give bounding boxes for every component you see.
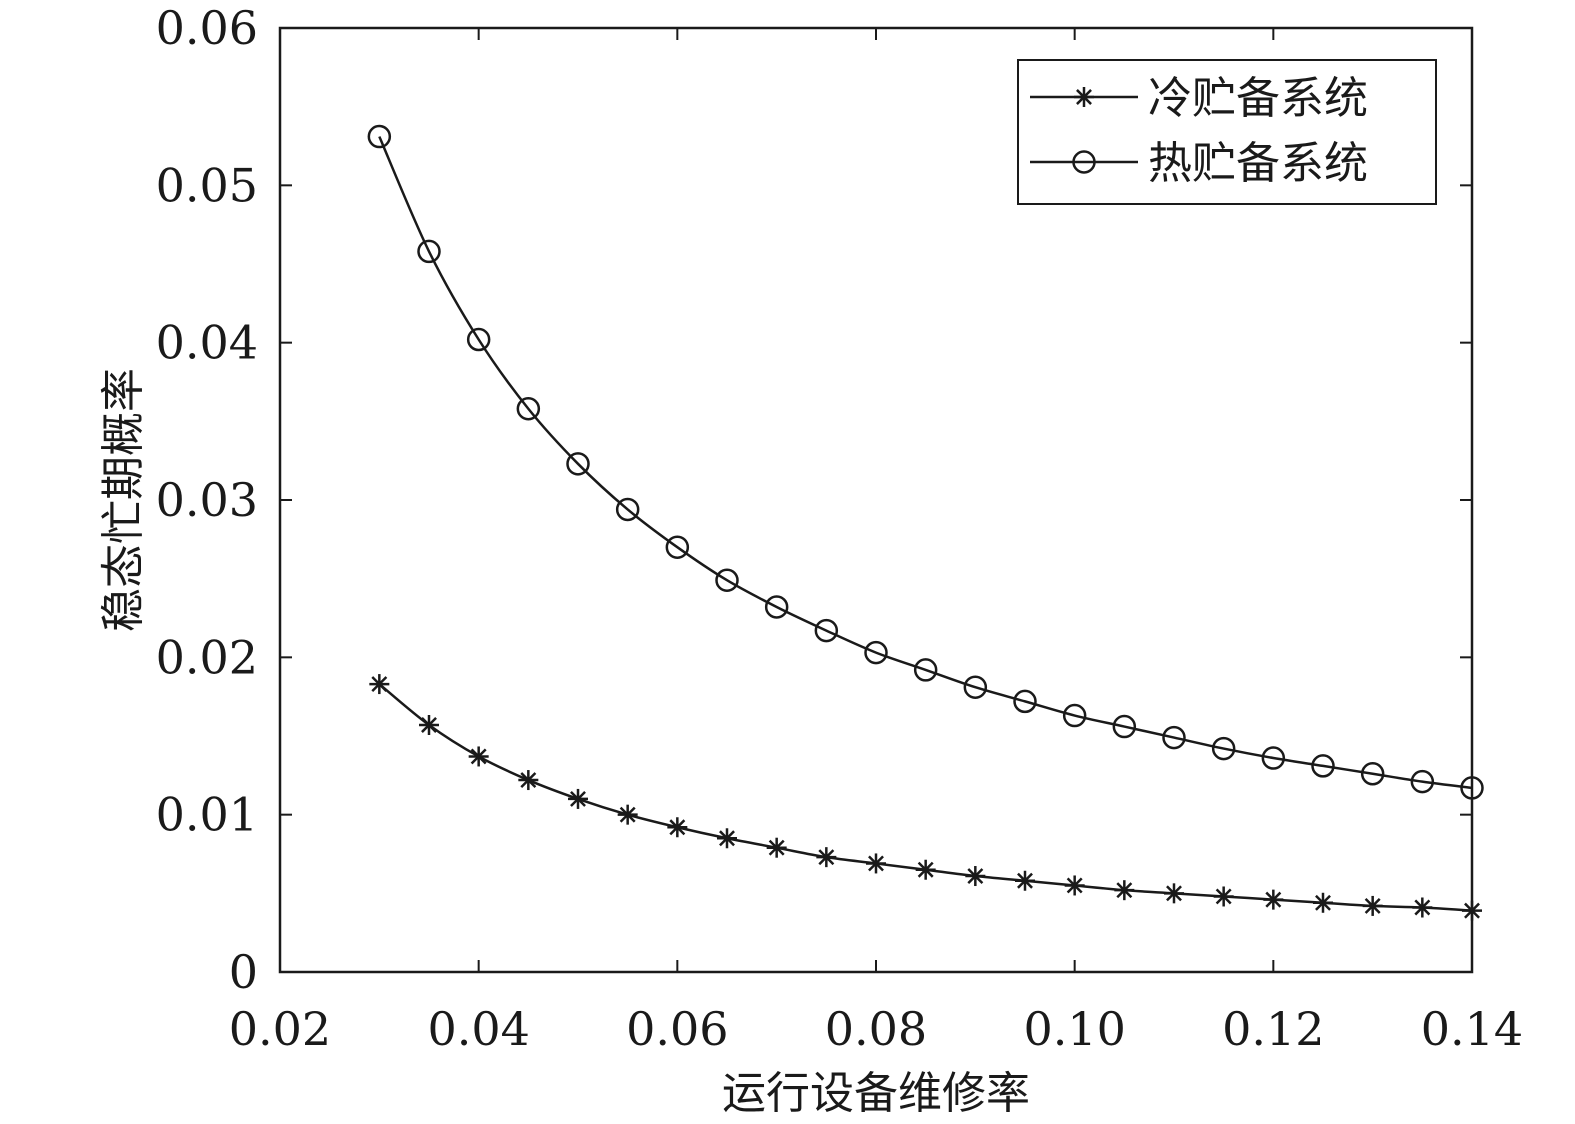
- data-point: [1261, 746, 1286, 770]
- data-point: [963, 675, 988, 699]
- x-axis: 0.02 0.04 0.06 0.08 0.10 0.12 0.14: [229, 28, 1523, 1056]
- legend-cold-label: 冷贮备系统: [1148, 73, 1368, 124]
- data-point: [369, 674, 390, 695]
- data-point: [1360, 762, 1385, 786]
- data-point: [468, 746, 489, 767]
- legend: 冷贮备系统 热贮备系统: [1017, 59, 1437, 205]
- data-point: [814, 618, 839, 643]
- data-point: [913, 658, 938, 682]
- data-point: [1211, 736, 1236, 761]
- data-point: [1462, 900, 1482, 921]
- x-tick-label: 0.06: [626, 1002, 728, 1056]
- data-point: [665, 535, 690, 559]
- legend-marker: [1074, 87, 1094, 107]
- data-point: [965, 866, 986, 887]
- y-tick-label: 0.06: [156, 1, 258, 55]
- legend-marker: [1072, 150, 1096, 174]
- series-layer: [367, 124, 1484, 921]
- legend-cold-marker: [1074, 87, 1094, 107]
- data-point: [1112, 714, 1137, 739]
- data-point: [915, 859, 936, 880]
- data-point: [466, 327, 491, 352]
- data-point: [1410, 769, 1435, 794]
- x-tick-label: 0.10: [1023, 1002, 1125, 1056]
- data-point: [518, 770, 539, 791]
- y-axis-title: 稳态忙期概率: [98, 368, 149, 632]
- x-tick-label: 0.02: [229, 1002, 331, 1056]
- data-point: [419, 714, 439, 735]
- series-1: [367, 124, 1484, 800]
- x-tick-label: 0.04: [427, 1002, 529, 1056]
- data-point: [566, 452, 590, 476]
- y-axis: 0 0.01 0.02 0.03 0.04 0.05 0.06: [156, 1, 1472, 999]
- data-point: [766, 837, 787, 858]
- x-tick-label: 0.12: [1222, 1002, 1324, 1056]
- data-point: [1313, 892, 1333, 913]
- y-tick-label: 0: [229, 945, 258, 999]
- data-point: [864, 640, 888, 665]
- data-point: [717, 828, 737, 849]
- legend-hot-label: 热贮备系统: [1148, 138, 1368, 189]
- y-tick-label: 0.03: [156, 473, 258, 527]
- data-point: [1015, 870, 1035, 891]
- data-point: [1013, 689, 1037, 714]
- y-tick-label: 0.01: [156, 788, 258, 842]
- data-point: [1062, 703, 1087, 728]
- data-point: [1460, 776, 1484, 800]
- data-point: [1362, 895, 1383, 916]
- data-point: [1311, 754, 1335, 778]
- data-point: [615, 497, 640, 522]
- x-axis-title: 运行设备维修率: [722, 1068, 1030, 1119]
- data-point: [1412, 897, 1433, 918]
- data-point: [1114, 880, 1135, 901]
- legend-box: [1017, 59, 1437, 205]
- data-point: [1162, 725, 1186, 750]
- data-point: [367, 124, 392, 149]
- series-line: [378, 136, 1473, 790]
- data-point: [1064, 875, 1085, 896]
- x-tick-label: 0.14: [1421, 1002, 1523, 1056]
- data-point: [1164, 883, 1184, 904]
- data-point: [417, 239, 441, 264]
- y-tick-label: 0.04: [156, 316, 258, 370]
- data-point: [568, 788, 588, 809]
- legend-hot-marker: [1072, 150, 1096, 174]
- data-point: [764, 595, 789, 619]
- data-point: [715, 568, 739, 592]
- data-point: [1213, 886, 1234, 907]
- data-point: [667, 817, 688, 838]
- data-point: [1263, 889, 1284, 910]
- data-point: [866, 853, 886, 874]
- x-tick-label: 0.08: [825, 1002, 927, 1056]
- data-point: [617, 804, 638, 825]
- data-point: [816, 847, 837, 868]
- y-tick-label: 0.02: [156, 630, 258, 684]
- y-tick-label: 0.05: [156, 158, 258, 212]
- series-0: [369, 674, 1482, 921]
- data-point: [516, 396, 541, 421]
